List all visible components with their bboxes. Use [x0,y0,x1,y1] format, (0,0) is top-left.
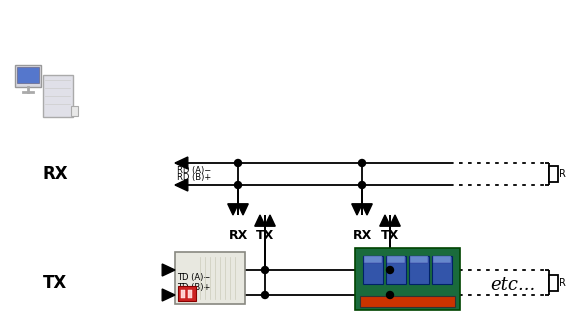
Text: etc...: etc... [490,276,535,294]
Text: TX: TX [43,274,67,292]
Bar [387,256,405,263]
Text: RX: RX [42,165,68,183]
Text: TX: TX [381,229,399,242]
Polygon shape [352,204,362,215]
Circle shape [387,266,394,274]
Polygon shape [162,289,175,301]
Text: RX: RX [352,229,372,242]
Polygon shape [390,215,400,226]
Bar [409,256,429,284]
Bar [43,75,73,117]
Bar [181,290,185,298]
Text: TX: TX [256,229,274,242]
Text: R: R [560,169,567,179]
Text: RD (B)+: RD (B)+ [177,173,211,182]
Polygon shape [380,215,390,226]
Text: TD (B)+: TD (B)+ [177,283,210,292]
Text: TD (A)−: TD (A)− [177,273,210,282]
Bar [386,256,406,284]
Polygon shape [265,215,275,226]
Circle shape [261,292,268,298]
Bar [17,67,39,83]
Circle shape [234,159,241,167]
Polygon shape [175,157,188,169]
Bar [432,256,452,284]
Circle shape [234,181,241,189]
Polygon shape [238,204,248,215]
Bar [548,166,557,182]
Text: RX: RX [229,229,248,242]
Bar [175,252,245,304]
Bar [364,256,382,263]
Bar [410,256,428,263]
Circle shape [359,159,366,167]
Polygon shape [228,204,239,215]
Polygon shape [362,204,372,215]
Bar [15,65,41,87]
Bar [188,290,192,298]
Text: R: R [560,277,567,288]
Polygon shape [255,215,265,226]
Text: RD (A)−: RD (A)− [177,166,211,175]
Circle shape [387,292,394,298]
Bar [355,248,460,310]
Circle shape [261,266,268,274]
Bar [178,286,196,301]
Bar [433,256,451,263]
Bar [548,275,557,291]
Circle shape [359,181,366,189]
Bar [363,256,383,284]
Polygon shape [175,179,188,191]
Bar [71,106,78,116]
Polygon shape [162,264,175,276]
Bar [360,296,455,307]
